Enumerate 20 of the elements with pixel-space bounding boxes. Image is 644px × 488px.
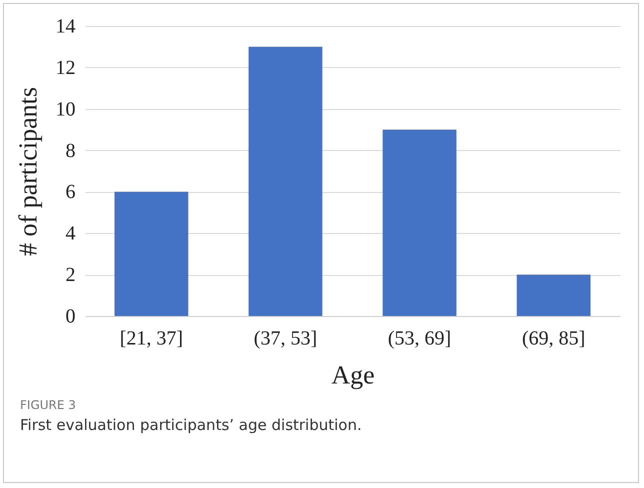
- x-tick-label: [21, 37]: [120, 328, 184, 350]
- x-tick-label: (69, 85]: [522, 328, 586, 350]
- text: First evaluation participants’ age distribution.: [20, 416, 362, 434]
- caption: FIGURE 3: [20, 398, 77, 412]
- y-tick-label: 10: [56, 98, 76, 120]
- y-tick-label: 0: [66, 306, 76, 328]
- y-tick-label: 12: [56, 56, 76, 79]
- y-tick-label: 14: [56, 16, 76, 38]
- y-tick-label: 8: [66, 140, 76, 162]
- y-tick-label: 6: [66, 181, 76, 204]
- x-tick-label: (53, 69]: [388, 328, 452, 350]
- y-tick-label: 4: [66, 222, 76, 245]
- x-axis-title: Age: [331, 360, 375, 390]
- bar: [516, 274, 590, 316]
- y-tick-label: 2: [66, 264, 76, 286]
- bar: [114, 192, 188, 316]
- y-axis-title: # of participants: [14, 87, 42, 256]
- bar: [248, 46, 322, 316]
- bar: [382, 130, 456, 316]
- x-tick-label: (37, 53]: [254, 328, 318, 350]
